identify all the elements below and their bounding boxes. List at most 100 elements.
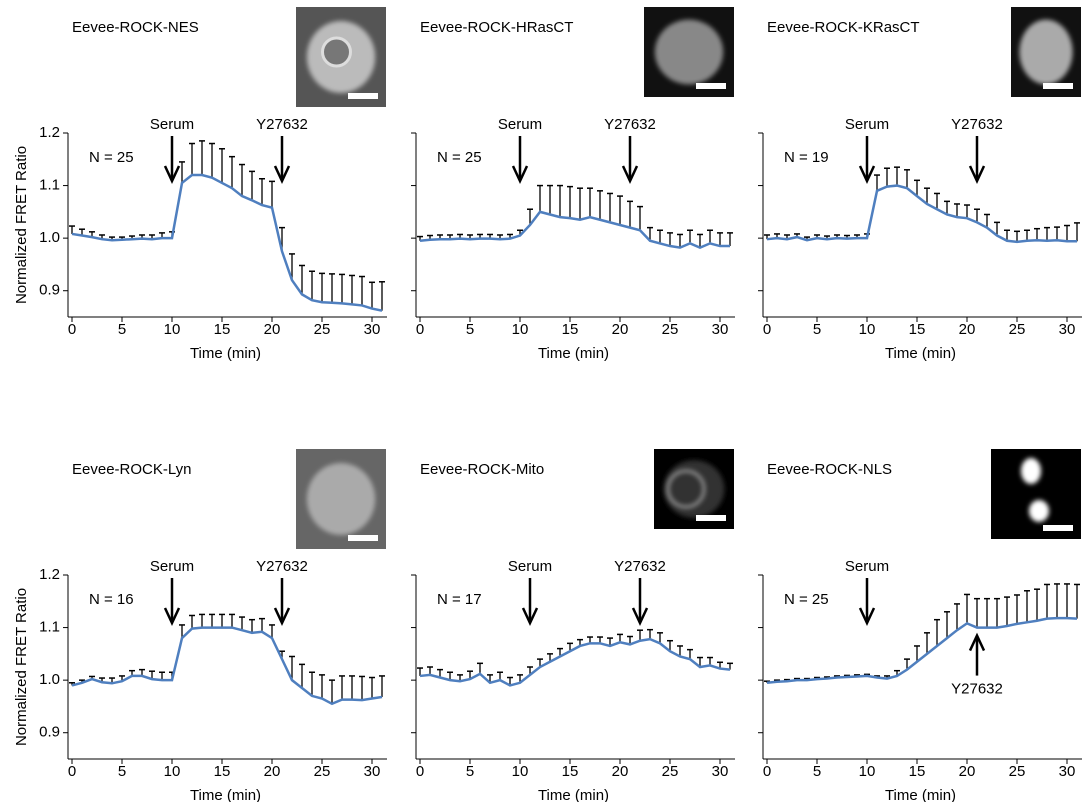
error-bar xyxy=(69,225,75,234)
data-line xyxy=(419,210,730,249)
error-bar xyxy=(369,676,375,699)
arrow-head xyxy=(621,165,639,184)
error-bar xyxy=(319,674,325,699)
error-bar xyxy=(964,593,970,624)
error-bar xyxy=(299,264,305,295)
scale-bar xyxy=(348,535,378,541)
arrow-head xyxy=(273,165,291,184)
arrow-head xyxy=(163,165,181,184)
error-bar xyxy=(1044,226,1050,241)
error-bar xyxy=(1024,229,1030,241)
cell xyxy=(663,460,725,518)
x-tick-label: 0 xyxy=(68,321,76,338)
x-tick-label: 20 xyxy=(959,321,976,338)
error-bar xyxy=(427,666,433,675)
error-bar xyxy=(1074,583,1080,619)
error-bar xyxy=(697,233,703,248)
y-axis-title: Normalized FRET Ratio xyxy=(13,588,30,746)
annotation-label: Y27632 xyxy=(256,116,308,133)
error-bar xyxy=(687,648,693,660)
error-bar xyxy=(547,184,553,215)
error-bar xyxy=(627,200,633,228)
error-bar xyxy=(159,671,165,681)
scale-bar xyxy=(348,93,378,99)
error-bar xyxy=(349,675,355,700)
x-tick-label: 30 xyxy=(364,321,381,338)
error-bar xyxy=(537,184,543,212)
error-bar xyxy=(1074,222,1080,242)
scale-bar xyxy=(696,83,726,89)
x-tick-label: 25 xyxy=(314,763,331,780)
x-tick-label: 25 xyxy=(662,763,679,780)
error-bar xyxy=(1004,596,1010,626)
error-bar xyxy=(1014,594,1020,624)
error-bar xyxy=(289,655,295,681)
error-bar xyxy=(984,597,990,628)
x-tick-label: 10 xyxy=(164,321,181,338)
error-bar xyxy=(1034,588,1040,621)
arrow-head xyxy=(273,607,291,626)
error-bar xyxy=(527,208,533,225)
error-bar xyxy=(617,195,623,225)
arrow-head xyxy=(858,607,876,626)
data-line xyxy=(71,626,383,706)
error-bar xyxy=(229,613,235,628)
n-label: N = 16 xyxy=(89,591,134,608)
error-bar xyxy=(707,656,713,666)
error-bar xyxy=(707,229,713,244)
y-tick-label: 0.9 xyxy=(39,724,60,741)
cell xyxy=(306,463,376,535)
x-tick-label: 20 xyxy=(612,763,629,780)
x-tick-label: 20 xyxy=(959,763,976,780)
error-bar xyxy=(884,167,890,187)
x-tick-label: 0 xyxy=(416,763,424,780)
panel-title: Eevee-ROCK-Lyn xyxy=(72,461,192,478)
error-bar xyxy=(1064,583,1070,619)
y-tick-label: 1.2 xyxy=(39,124,60,141)
x-axis-title: Time (min) xyxy=(190,345,261,362)
nucleus xyxy=(1021,458,1041,484)
annotation-label: Serum xyxy=(845,116,889,133)
x-tick-label: 25 xyxy=(662,321,679,338)
panel-title: Eevee-ROCK-KRasCT xyxy=(767,19,920,36)
error-bar xyxy=(249,618,255,633)
error-bar xyxy=(437,668,443,678)
error-bar xyxy=(497,671,503,681)
error-bar xyxy=(1054,226,1060,241)
annotation-label: Serum xyxy=(845,558,889,575)
error-bar xyxy=(359,275,365,306)
error-bar xyxy=(239,163,245,197)
y-tick-label: 0.9 xyxy=(39,282,60,299)
n-label: N = 25 xyxy=(437,149,482,166)
error-bar xyxy=(637,629,643,641)
arrow-head xyxy=(163,607,181,626)
error-bar xyxy=(1024,590,1030,623)
error-bar xyxy=(189,614,195,629)
error-bar xyxy=(677,233,683,248)
error-bar xyxy=(657,229,663,244)
error-bar xyxy=(954,603,960,631)
error-bar xyxy=(647,226,653,241)
x-tick-label: 30 xyxy=(364,763,381,780)
x-tick-label: 25 xyxy=(1009,321,1026,338)
x-tick-label: 20 xyxy=(612,321,629,338)
annotation-label: Y27632 xyxy=(951,116,1003,133)
error-bar xyxy=(974,597,980,628)
x-tick-label: 5 xyxy=(813,763,821,780)
x-axis-title: Time (min) xyxy=(885,787,956,802)
annotation-label: Serum xyxy=(150,116,194,133)
cell xyxy=(1019,19,1073,85)
x-tick-label: 0 xyxy=(68,763,76,780)
x-tick-label: 15 xyxy=(909,321,926,338)
error-bar xyxy=(259,177,265,206)
x-axis-title: Time (min) xyxy=(885,345,956,362)
error-bar xyxy=(1054,583,1060,619)
annotation-label: Y27632 xyxy=(256,558,308,575)
error-bar xyxy=(974,208,980,223)
error-bar xyxy=(299,663,305,689)
error-bar xyxy=(219,613,225,628)
cell xyxy=(654,19,724,85)
x-tick-label: 25 xyxy=(1009,763,1026,780)
error-bar xyxy=(994,221,1000,236)
error-bar xyxy=(617,633,623,643)
